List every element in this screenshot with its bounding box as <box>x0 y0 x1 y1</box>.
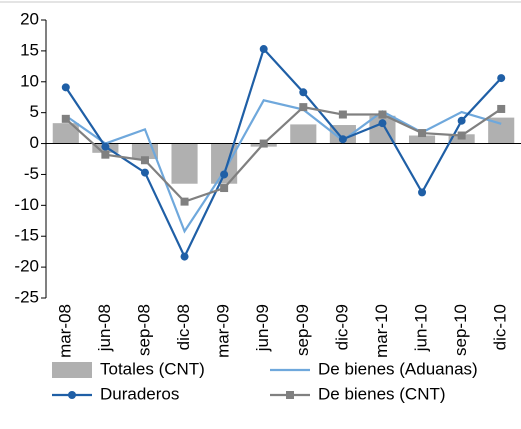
y-tick-label: -25 <box>14 287 39 306</box>
x-tick-label: dic-09 <box>332 304 351 350</box>
y-tick-label: -20 <box>14 257 39 276</box>
marker <box>220 170 229 179</box>
marker <box>338 135 347 144</box>
marker <box>180 252 189 261</box>
marker <box>378 110 387 119</box>
y-tick-label: 5 <box>30 102 39 121</box>
y-tick-label: -10 <box>14 195 39 214</box>
x-tick-label: mar-08 <box>55 304 74 358</box>
marker <box>220 184 229 193</box>
marker <box>497 74 506 83</box>
legend-label: Totales (CNT) <box>100 359 205 378</box>
marker <box>61 83 70 92</box>
y-tick-label: 0 <box>30 133 39 152</box>
bar <box>329 125 356 144</box>
x-tick-label: mar-10 <box>372 304 391 358</box>
marker <box>101 142 110 151</box>
y-tick-label: 20 <box>20 9 39 28</box>
bar <box>408 135 436 144</box>
marker <box>61 114 70 123</box>
y-tick-label: -15 <box>14 226 39 245</box>
x-tick-label: mar-09 <box>214 304 233 358</box>
x-tick-label: sep-10 <box>451 304 470 356</box>
x-tick-label: sep-09 <box>293 304 312 356</box>
marker <box>140 168 149 177</box>
bar <box>171 143 198 184</box>
legend-label: Duraderos <box>100 384 179 403</box>
x-tick-label: dic-08 <box>174 304 193 350</box>
y-tick-label: 10 <box>20 71 39 90</box>
legend-marker <box>286 391 294 399</box>
marker <box>418 188 427 197</box>
marker <box>457 116 466 125</box>
x-tick-label: jun-08 <box>95 304 114 352</box>
marker <box>457 131 466 140</box>
marker <box>140 156 149 165</box>
marker <box>338 110 347 119</box>
legend-swatch <box>52 362 92 378</box>
x-tick-label: jun-09 <box>253 304 272 352</box>
marker <box>299 103 308 112</box>
marker <box>299 88 308 97</box>
marker <box>418 129 427 138</box>
y-tick-label: -5 <box>24 164 39 183</box>
line <box>65 105 502 203</box>
x-tick-label: dic-10 <box>491 304 510 350</box>
legend-label: De bienes (CNT) <box>318 384 446 403</box>
x-tick-label: sep-08 <box>134 304 153 356</box>
marker <box>497 104 506 113</box>
line <box>65 99 502 234</box>
marker <box>180 197 189 206</box>
bar <box>290 124 317 144</box>
marker <box>378 119 387 128</box>
marker <box>101 150 110 159</box>
marker <box>259 139 268 148</box>
legend-label: De bienes (Aduanas) <box>318 359 478 378</box>
bar <box>52 123 79 144</box>
x-tick-label: jun-10 <box>412 304 431 352</box>
legend-marker <box>68 391 76 399</box>
marker <box>259 45 268 54</box>
line <box>64 46 503 260</box>
y-tick-label: 15 <box>20 40 39 59</box>
